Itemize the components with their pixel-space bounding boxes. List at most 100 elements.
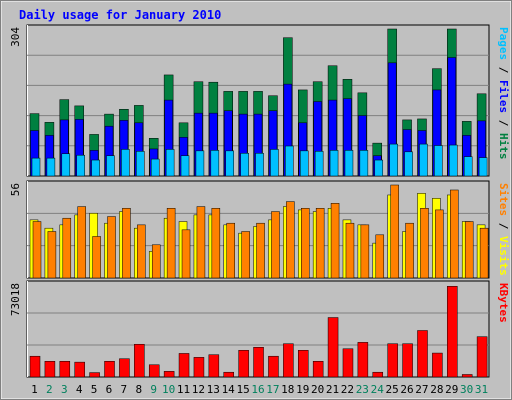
- bar-pages-11: [180, 155, 190, 177]
- bar-pages-26: [404, 151, 413, 177]
- bar-sites-28: [435, 209, 444, 279]
- bar-pages-20: [314, 151, 324, 177]
- bar-pages-4: [76, 154, 85, 177]
- bar-sites-13: [211, 208, 221, 279]
- bar-pages-27: [419, 143, 428, 177]
- bar-kbytes-1: [29, 355, 41, 378]
- x-tick-label-14: 14: [222, 383, 236, 396]
- bar-sites-7: [122, 208, 131, 279]
- bar-pages-13: [210, 150, 220, 177]
- bar-sites-12: [196, 206, 206, 279]
- x-tick-label-28: 28: [430, 383, 443, 396]
- bar-sites-3: [62, 217, 72, 279]
- bar-pages-24: [374, 159, 384, 177]
- legend-label-hits: Pages / Files / Hits: [497, 27, 510, 160]
- x-tick-label-6: 6: [106, 383, 113, 396]
- bar-kbytes-9: [148, 364, 160, 378]
- x-tick-label-26: 26: [400, 383, 413, 396]
- bar-kbytes-15: [238, 350, 249, 378]
- x-tick-label-10: 10: [162, 383, 175, 396]
- bar-pages-21: [329, 150, 339, 177]
- bar-pages-25: [389, 143, 398, 177]
- x-tick-label-13: 13: [207, 383, 220, 396]
- x-tick-label-11: 11: [177, 383, 190, 396]
- bar-kbytes-10: [163, 371, 175, 378]
- bar-pages-14: [225, 150, 234, 177]
- x-tick-label-27: 27: [415, 383, 428, 396]
- x-tick-label-19: 19: [296, 383, 309, 396]
- bar-kbytes-29: [447, 286, 458, 378]
- y-max-label-kbytes: 73018: [9, 283, 22, 316]
- x-tick-label-16: 16: [251, 383, 264, 396]
- bar-sites-8: [137, 224, 146, 279]
- bar-sites-4: [77, 206, 86, 279]
- bar-kbytes-27: [417, 330, 428, 378]
- bar-pages-29: [449, 144, 458, 177]
- bar-kbytes-18: [283, 343, 294, 378]
- legend-label-kbytes: KBytes: [497, 283, 510, 323]
- bar-pages-28: [434, 145, 443, 177]
- legend-hits: Hits: [497, 133, 510, 160]
- bar-pages-3: [61, 153, 71, 177]
- x-tick-label-29: 29: [445, 383, 458, 396]
- x-tick-label-5: 5: [91, 383, 98, 396]
- bar-sites-20: [315, 208, 325, 279]
- bar-sites-1: [32, 221, 42, 279]
- bar-kbytes-13: [208, 354, 220, 378]
- legend-visits: Visits: [497, 236, 510, 276]
- panel-visits: 56 Sites / Visits: [9, 180, 510, 279]
- y-max-label-visits: 56: [9, 183, 22, 196]
- bar-kbytes-25: [387, 343, 398, 378]
- bar-pages-17: [270, 149, 279, 177]
- bar-pages-5: [91, 159, 100, 177]
- bar-pages-23: [359, 150, 369, 177]
- bar-pages-31: [478, 157, 488, 177]
- bar-sites-5: [92, 236, 101, 279]
- bar-kbytes-20: [312, 361, 324, 378]
- bar-sites-15: [241, 231, 250, 279]
- bar-kbytes-31: [476, 336, 488, 378]
- bar-sites-22: [345, 222, 355, 279]
- bar-pages-9: [150, 158, 160, 177]
- bar-pages-7: [121, 149, 130, 177]
- bar-kbytes-26: [402, 343, 413, 378]
- bar-pages-19: [300, 150, 309, 177]
- legend-label-visits: Sites / Visits: [497, 183, 510, 276]
- bar-pages-18: [285, 145, 294, 177]
- bar-kbytes-22: [342, 348, 354, 378]
- bar-pages-16: [255, 153, 264, 177]
- bar-sites-2: [47, 231, 57, 279]
- bar-kbytes-6: [104, 361, 115, 378]
- x-tick-label-1: 1: [31, 383, 38, 396]
- x-axis: 1 2 3 4 5 6 7 8 9 10 11 12 13 14 15 16 17 18 19 20 21 22 23 24 2…: [31, 383, 488, 396]
- bar-kbytes-11: [178, 353, 190, 378]
- bar-sites-25: [390, 184, 399, 279]
- x-tick-label-15: 15: [236, 383, 249, 396]
- x-tick-label-31: 31: [475, 383, 488, 396]
- bar-kbytes-23: [357, 342, 369, 378]
- bar-kbytes-24: [372, 371, 384, 378]
- bar-pages-6: [106, 155, 115, 177]
- bar-kbytes-21: [327, 317, 339, 378]
- panel-hits: 304 Pages / Files / Hits: [9, 24, 510, 177]
- bar-sites-18: [286, 201, 295, 279]
- legend-/: /: [497, 216, 510, 236]
- bar-pages-8: [136, 151, 145, 177]
- x-tick-label-23: 23: [356, 383, 369, 396]
- bar-sites-29: [450, 189, 459, 279]
- bar-kbytes-12: [193, 357, 205, 378]
- x-tick-label-30: 30: [460, 383, 473, 396]
- bar-kbytes-30: [461, 374, 473, 378]
- bar-pages-12: [195, 150, 205, 177]
- bar-pages-2: [46, 157, 56, 177]
- bar-kbytes-4: [74, 361, 85, 378]
- x-tick-label-9: 9: [150, 383, 157, 396]
- x-tick-label-4: 4: [76, 383, 83, 396]
- legend-/: /: [497, 60, 510, 80]
- bar-sites-16: [256, 222, 265, 279]
- bar-sites-21: [330, 203, 340, 279]
- bar-sites-10: [166, 208, 176, 279]
- bar-kbytes-3: [59, 361, 71, 378]
- bar-sites-14: [226, 222, 235, 279]
- bar-pages-10: [165, 149, 175, 177]
